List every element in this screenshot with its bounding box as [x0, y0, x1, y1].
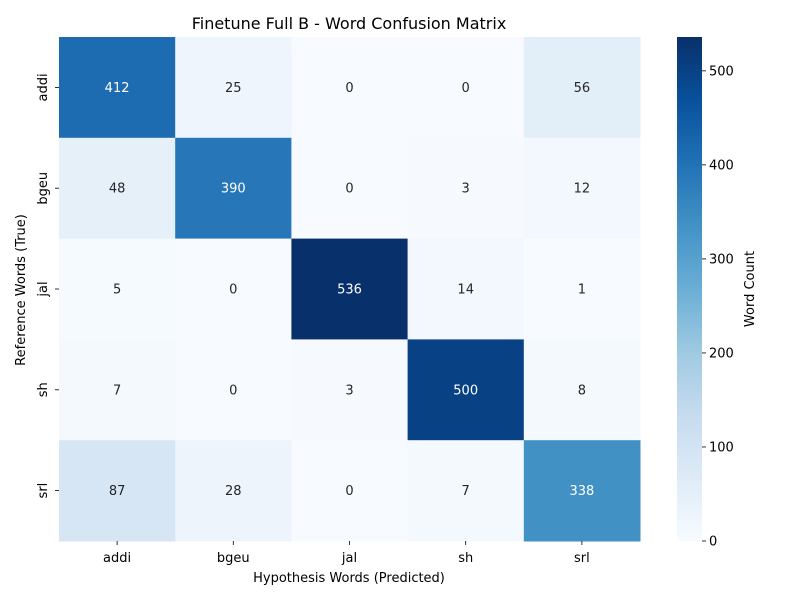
- heatmap-cell: [59, 238, 176, 340]
- heatmap-cell: [175, 37, 292, 139]
- heatmap-cell: [175, 339, 292, 441]
- y-axis-label: Reference Words (True): [14, 214, 29, 366]
- cell-value-label: 412: [105, 81, 130, 96]
- cell-value-label: 390: [221, 182, 246, 197]
- heatmap-cell: [175, 137, 292, 240]
- cell-value-label: 338: [569, 484, 594, 499]
- heatmap-cell: [291, 37, 409, 139]
- heatmap-cell: [291, 339, 409, 441]
- heatmap-cell: [175, 440, 292, 542]
- x-axis: addi bgeu jal sh srl: [103, 541, 590, 566]
- colorbar-ticks: 0 100 200 300 400 500: [702, 64, 734, 550]
- cell-value-label: 5: [113, 283, 121, 298]
- heatmap-cell: [407, 238, 525, 340]
- colorbar-label: Word Count: [743, 251, 758, 327]
- cell-value-label: 8: [578, 383, 586, 398]
- colorbar: 0 100 200 300 400 500 Word Count: [677, 37, 758, 550]
- cell-value-label: 87: [109, 484, 126, 499]
- y-tick-label: sh: [36, 382, 51, 397]
- colorbar-tick-label: 100: [709, 440, 734, 455]
- cell-value-label: 500: [453, 383, 478, 398]
- cell-value-label: 3: [345, 383, 353, 398]
- cell-value-label: 48: [109, 182, 126, 197]
- cell-value-label: 12: [574, 182, 591, 197]
- cell-value-label: 7: [462, 484, 470, 499]
- colorbar-tick-label: 500: [709, 64, 734, 79]
- heatmap-cell: [175, 238, 292, 340]
- y-tick-label: srl: [36, 483, 51, 499]
- heatmap-cell: [407, 440, 525, 542]
- colorbar-tick-label: 300: [709, 252, 734, 267]
- colorbar-gradient: [677, 37, 702, 541]
- heatmap-cell: [59, 137, 176, 240]
- y-tick-label: jal: [36, 281, 51, 297]
- cell-value-label: 56: [574, 81, 591, 96]
- x-tick-label: jal: [341, 551, 357, 566]
- cell-value-label: 7: [113, 383, 121, 398]
- heatmap-grid: 412 25 0 0 56 48 390 0 3 12 5 0 536 14 1 7 0 3 500 8 87 28 0 7 3…: [59, 37, 641, 542]
- cell-value-label: 1: [578, 283, 586, 298]
- heatmap-cell: [523, 137, 641, 240]
- y-tick-label: addi: [36, 73, 51, 101]
- x-tick-label: addi: [103, 551, 131, 566]
- cell-value-label: 0: [229, 383, 237, 398]
- colorbar-tick-label: 200: [709, 346, 734, 361]
- cell-value-label: 14: [457, 283, 474, 298]
- cell-value-label: 0: [345, 484, 353, 499]
- heatmap-cell: [523, 238, 641, 340]
- heatmap-cell: [59, 37, 176, 139]
- cell-value-label: 0: [229, 283, 237, 298]
- heatmap-cell: [523, 37, 641, 139]
- x-tick-label: srl: [574, 551, 590, 566]
- chart-title: Finetune Full B - Word Confusion Matrix: [192, 14, 507, 33]
- heatmap-cell: [291, 440, 409, 542]
- x-axis-label: Hypothesis Words (Predicted): [253, 571, 445, 586]
- x-tick-label: sh: [458, 551, 473, 566]
- x-tick-label: bgeu: [217, 551, 250, 566]
- cell-value-label: 0: [345, 182, 353, 197]
- colorbar-tick-label: 400: [709, 158, 734, 173]
- heatmap-cell: [291, 137, 409, 240]
- cell-value-label: 3: [462, 182, 470, 197]
- cell-value-label: 0: [345, 81, 353, 96]
- cell-value-label: 536: [337, 283, 362, 298]
- heatmap-cell: [59, 440, 176, 542]
- y-axis: addi bgeu jal sh srl: [36, 73, 59, 498]
- cell-value-label: 0: [462, 81, 470, 96]
- colorbar-tick-label: 0: [709, 535, 717, 550]
- cell-value-label: 28: [225, 484, 242, 499]
- heatmap-cell: [407, 37, 525, 139]
- heatmap-cell: [59, 339, 176, 441]
- heatmap-cell: [523, 440, 641, 542]
- heatmap-cell: [407, 339, 525, 441]
- heatmap-cell: [291, 238, 409, 340]
- y-tick-label: bgeu: [36, 172, 51, 205]
- heatmap-cell: [407, 137, 525, 240]
- cell-value-label: 25: [225, 81, 242, 96]
- heatmap-cell: [523, 339, 641, 441]
